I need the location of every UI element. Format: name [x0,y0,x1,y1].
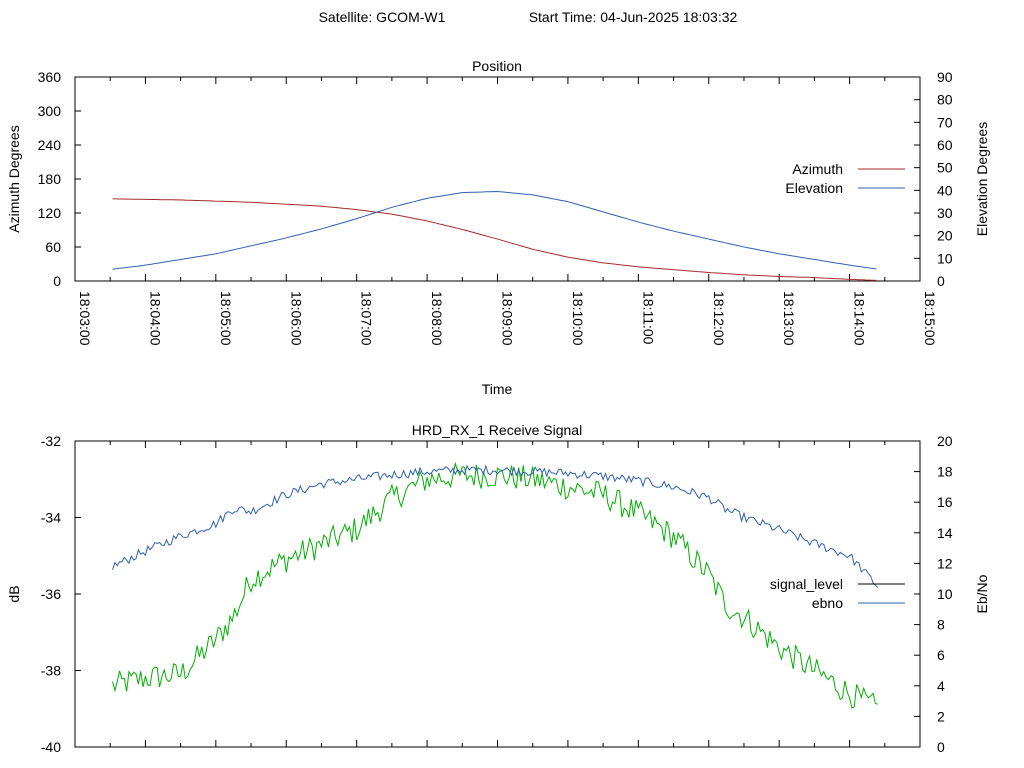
position-ytick-label: 0 [53,273,61,289]
position-xtick-label: 18:04:00 [147,291,163,346]
signal-ytick-label: -32 [41,433,61,449]
signal-level-series-line [112,461,878,709]
signal-plot-border [74,440,921,748]
position-ticks: 0 60 120 180 240 300 360 0 10 20 30 40 50 60 70 80 90 18:… [38,69,953,346]
position-y2tick-label: 0 [937,273,945,289]
position-xtick-label: 18:09:00 [500,291,516,346]
legend-azimuth-label: Azimuth [792,161,843,177]
position-x-axis-label: Time [482,381,513,397]
start-time-title: Start Time: 04-Jun-2025 18:03:32 [529,9,738,25]
position-y2tick-label: 60 [937,137,953,153]
position-y2tick-label: 80 [937,92,953,108]
signal-y2tick-label: 12 [937,555,953,571]
position-xtick-label: 18:05:00 [218,291,234,346]
elevation-series-line [112,190,877,270]
position-y2tick-label: 50 [937,160,953,176]
legend-ebno-label: ebno [812,595,843,611]
satellite-title: Satellite: GCOM-W1 [319,9,446,25]
signal-chart-title: HRD_RX_1 Receive Signal [412,422,582,438]
signal-y2tick-label: 0 [937,739,945,755]
position-chart: Position 0 60 120 180 240 300 360 0 10 20 30 40 50 60… [6,58,990,397]
position-y-axis-label: Azimuth Degrees [6,125,22,232]
position-xtick-label: 18:08:00 [429,291,445,346]
signal-y2tick-label: 18 [937,464,953,480]
position-xtick-label: 18:07:00 [359,291,375,346]
position-xtick-label: 18:14:00 [852,291,868,346]
position-y2tick-label: 70 [937,114,953,130]
ebno-series-line [112,464,879,588]
position-ytick-label: 360 [38,69,62,85]
signal-ytick-label: -38 [41,663,61,679]
signal-y2tick-label: 8 [937,617,945,633]
position-xtick-label: 18:03:00 [77,291,93,346]
position-y2tick-label: 20 [937,228,953,244]
signal-ytick-label: -40 [41,739,61,755]
signal-y-axis-label: dB [6,585,22,602]
position-y2tick-label: 30 [937,205,953,221]
position-xtick-label: 18:11:00 [640,291,656,345]
position-y2tick-label: 40 [937,182,953,198]
signal-ytick-label: -36 [41,586,61,602]
position-plot-border [74,76,921,282]
signal-y2tick-label: 20 [937,433,953,449]
signal-series [112,461,879,709]
position-y2tick-label: 10 [937,250,953,266]
signal-ticks: -40 -38 -36 -34 -32 0 2 4 6 8 10 12 14 16 18 20 [41,433,953,755]
signal-chart: HRD_RX_1 Receive Signal -40 -38 -36 -34 -32 0… [6,422,990,755]
position-xtick-label: 18:15:00 [922,291,938,346]
position-ytick-label: 240 [38,137,62,153]
signal-ytick-label: -34 [41,510,61,526]
position-xtick-label: 18:06:00 [288,291,304,346]
legend-signal-level-label: signal_level [770,576,843,592]
signal-y2-axis-label: Eb/No [974,574,990,613]
azimuth-series-line [112,198,877,281]
signal-y2tick-label: 4 [937,678,945,694]
position-chart-title: Position [472,58,522,74]
signal-y2tick-label: 6 [937,647,945,663]
position-y2-axis-label: Elevation Degrees [974,122,990,236]
signal-y2tick-label: 10 [937,586,953,602]
signal-legend: signal_level ebno [770,576,905,611]
position-xtick-label: 18:13:00 [781,291,797,346]
position-legend: Azimuth Elevation [785,161,905,196]
position-xtick-label: 18:10:00 [570,291,586,346]
signal-y2tick-label: 14 [937,525,953,541]
legend-elevation-label: Elevation [785,180,843,196]
position-ytick-label: 300 [38,103,62,119]
signal-y2tick-label: 16 [937,494,953,510]
signal-y2tick-label: 2 [937,708,945,724]
position-series [112,190,877,281]
position-ytick-label: 60 [45,239,61,255]
position-ytick-label: 120 [38,205,62,221]
position-ytick-label: 180 [38,171,62,187]
position-xtick-label: 18:12:00 [711,291,727,346]
position-y2tick-label: 90 [937,69,953,85]
